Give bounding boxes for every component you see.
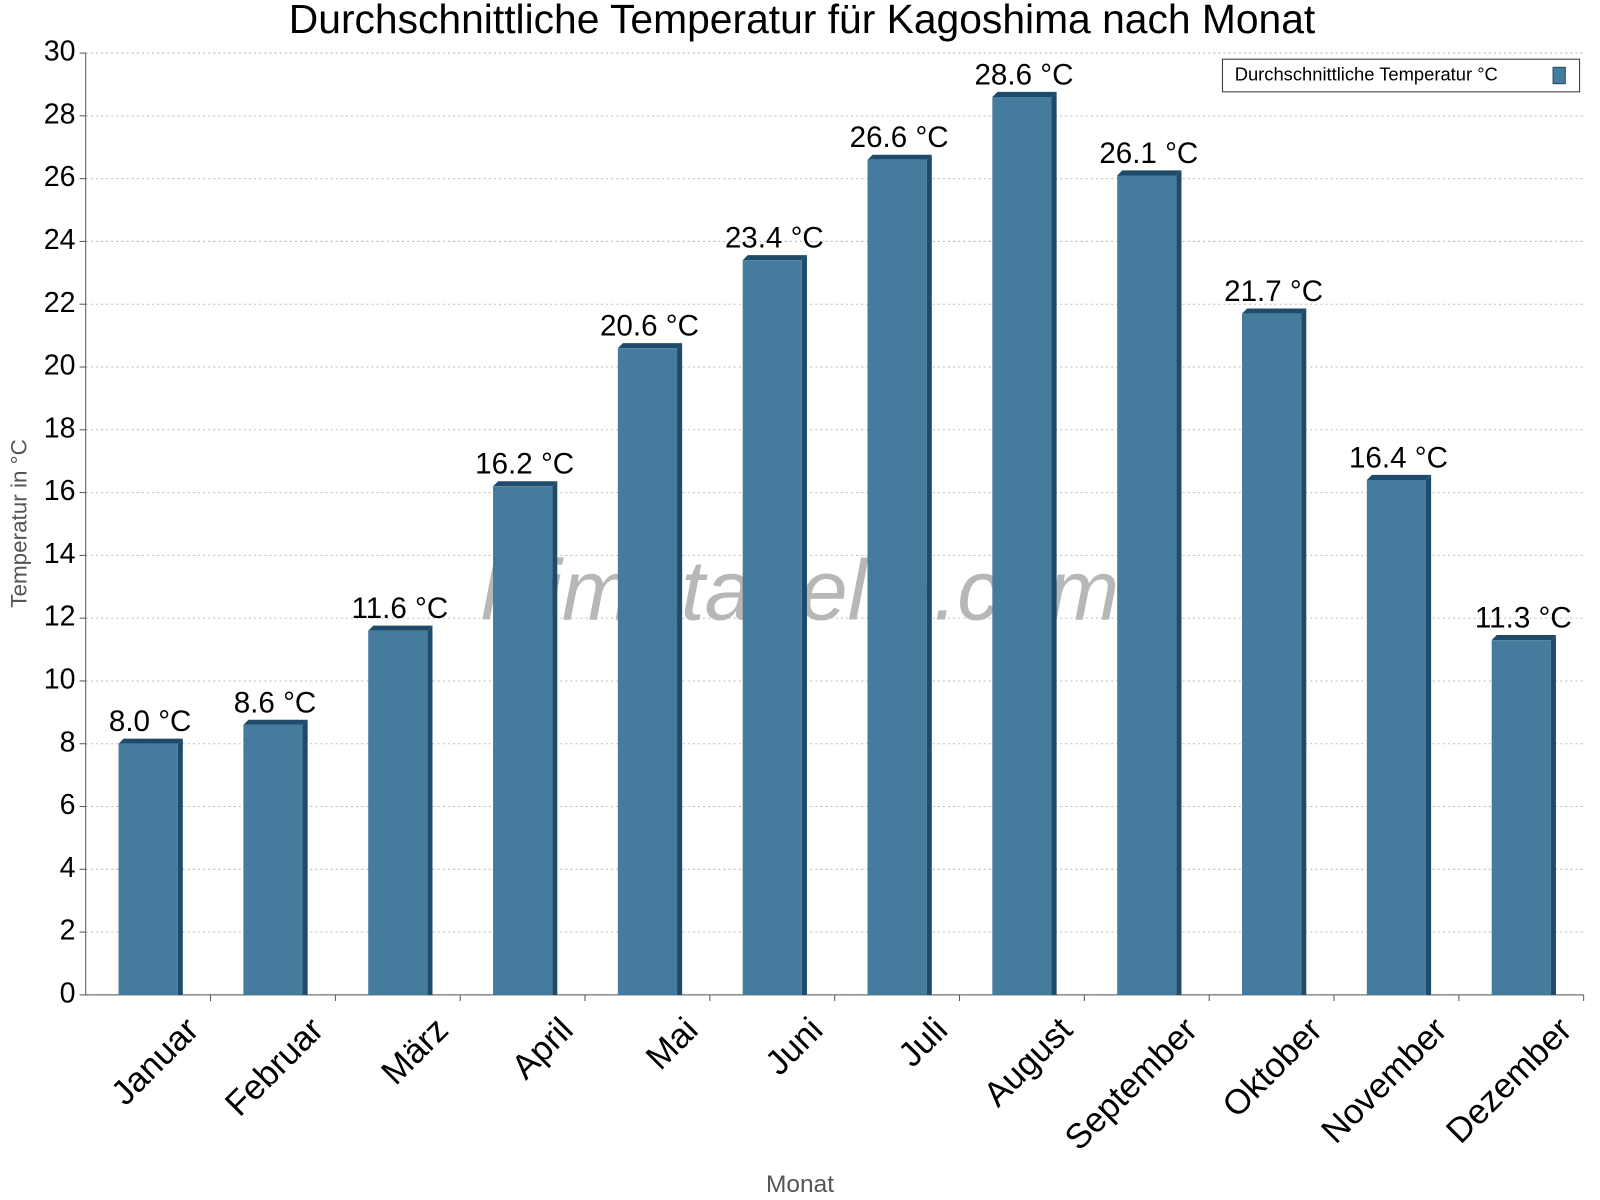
- value-label: 11.6 °C: [351, 592, 448, 625]
- value-label: 26.6 °C: [850, 121, 949, 154]
- legend-swatch: [1552, 66, 1566, 85]
- x-tick-label: Februar: [218, 1011, 331, 1124]
- x-tick-label: März: [374, 1011, 455, 1092]
- x-tick-label: September: [1058, 1011, 1205, 1158]
- y-axis-label: Temperatur in °C: [6, 439, 31, 608]
- y-tick-label: 10: [44, 663, 76, 695]
- y-tick-label: 24: [44, 224, 76, 256]
- y-tick-label: 28: [44, 98, 76, 130]
- value-label: 16.4 °C: [1349, 441, 1448, 474]
- value-label: 11.3 °C: [1475, 602, 1572, 635]
- bar-top: [1117, 170, 1182, 176]
- chart-title: Durchschnittliche Temperatur für Kagoshi…: [289, 0, 1316, 42]
- y-tick-label: 2: [60, 915, 76, 947]
- bar: [1366, 480, 1427, 995]
- value-label: 21.7 °C: [1224, 275, 1323, 308]
- bar-side: [302, 719, 308, 995]
- bar: [867, 159, 927, 995]
- x-tick-label: Oktober: [1216, 1011, 1330, 1125]
- legend: Durchschnittliche Temperatur °C: [1221, 58, 1581, 93]
- bar-side: [1176, 170, 1182, 995]
- y-tick-label: 4: [60, 852, 76, 884]
- bar-side: [552, 481, 558, 995]
- y-tick-label: 22: [44, 287, 76, 319]
- value-label: 23.4 °C: [725, 222, 824, 255]
- value-label: 28.6 °C: [974, 58, 1073, 91]
- y-tick-label: 20: [44, 350, 76, 382]
- y-tick-label: 14: [44, 538, 76, 570]
- bar-top: [1491, 635, 1556, 641]
- bar: [992, 97, 1052, 995]
- bar-side: [1426, 474, 1432, 995]
- bar-side: [427, 625, 433, 995]
- bar-top: [243, 719, 308, 725]
- bar-top: [493, 481, 558, 487]
- bar-top: [1366, 474, 1432, 481]
- bar-side: [1301, 308, 1307, 995]
- bar-side: [926, 154, 932, 995]
- bar: [493, 486, 553, 995]
- bar-top: [1242, 308, 1307, 314]
- x-tick-label: Dezember: [1439, 1011, 1579, 1151]
- x-tick-label: Juni: [758, 1011, 830, 1083]
- x-tick-label: Januar: [104, 1011, 206, 1113]
- value-label: 16.2 °C: [475, 448, 574, 481]
- legend-box: [1221, 58, 1581, 93]
- bar: [1491, 640, 1551, 995]
- bar-top: [992, 91, 1057, 98]
- bar-top: [867, 154, 932, 160]
- bar-top: [742, 255, 807, 261]
- bar-top: [617, 343, 683, 349]
- bar-side: [1550, 635, 1556, 995]
- y-tick-label: 0: [60, 977, 76, 1009]
- bar: [1242, 313, 1302, 995]
- legend-label: Durchschnittliche Temperatur °C: [1235, 63, 1498, 84]
- x-tick-label: August: [977, 1011, 1080, 1114]
- bar-side: [801, 255, 807, 995]
- y-tick-label: 16: [44, 475, 76, 507]
- y-tick-label: 12: [44, 601, 76, 633]
- bar-top: [368, 625, 433, 631]
- x-tick-label: April: [505, 1011, 581, 1087]
- value-label: 8.6 °C: [234, 686, 317, 719]
- y-tick-label: 26: [44, 161, 76, 193]
- bar: [368, 630, 428, 995]
- x-tick-label: November: [1314, 1011, 1454, 1151]
- bar: [1117, 175, 1177, 995]
- bar-side: [1051, 91, 1057, 995]
- bar-side: [677, 343, 683, 995]
- value-label: 8.0 °C: [109, 705, 192, 738]
- y-tick-label: 8: [60, 726, 76, 758]
- bar: [118, 743, 178, 995]
- bar: [617, 348, 678, 995]
- bar-top: [118, 738, 183, 744]
- bar: [243, 724, 303, 995]
- y-tick-label: 18: [44, 412, 76, 444]
- value-label: 26.1 °C: [1099, 137, 1198, 170]
- x-axis-label: Monat: [766, 1171, 834, 1198]
- value-label: 20.6 °C: [600, 310, 699, 343]
- y-tick-label: 30: [44, 36, 76, 68]
- x-tick-label: Juli: [891, 1011, 955, 1075]
- bar-side: [177, 738, 183, 995]
- bar: [742, 260, 802, 995]
- x-tick-label: Mai: [639, 1011, 705, 1077]
- y-tick-label: 6: [60, 789, 76, 821]
